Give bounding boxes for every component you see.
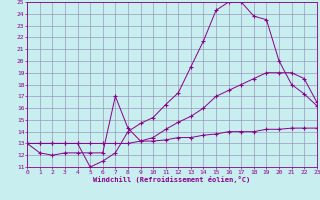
- X-axis label: Windchill (Refroidissement éolien,°C): Windchill (Refroidissement éolien,°C): [93, 176, 251, 183]
